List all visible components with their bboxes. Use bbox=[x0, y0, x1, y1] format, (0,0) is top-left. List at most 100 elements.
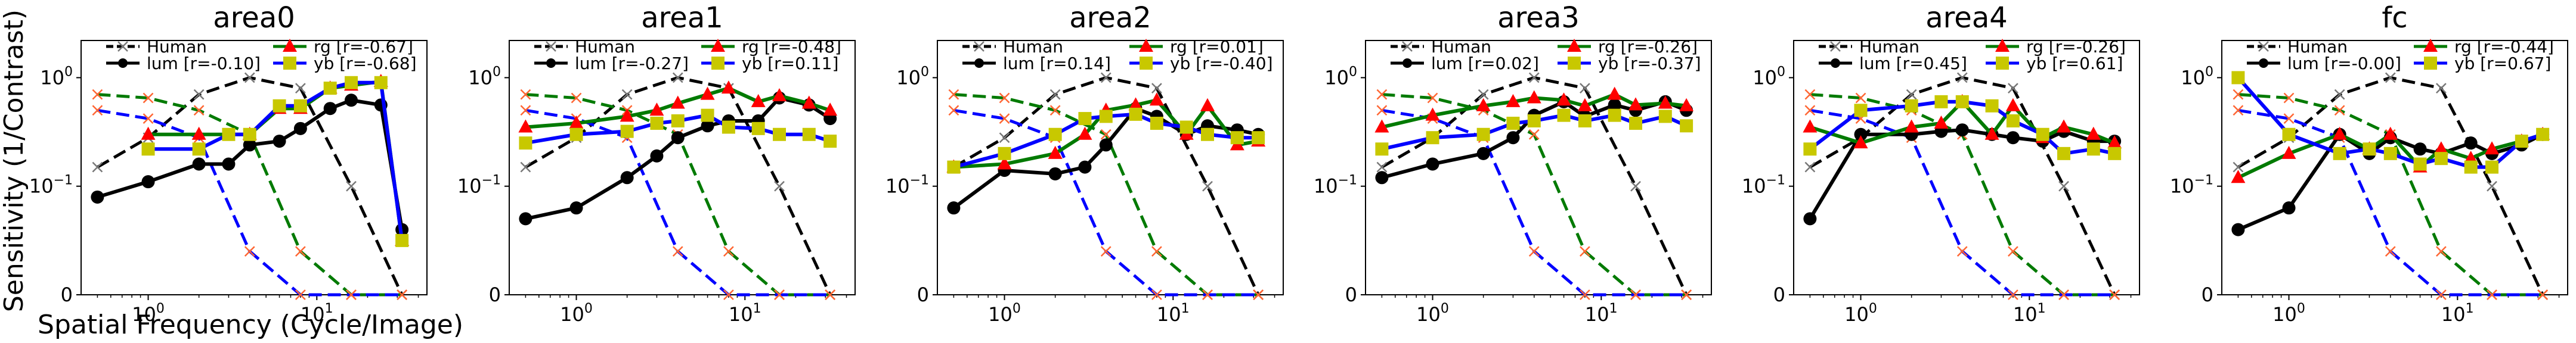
human-point-b bbox=[295, 246, 306, 257]
data-point-rg bbox=[1984, 126, 1999, 140]
human-point bbox=[1956, 72, 1968, 83]
data-point-lum bbox=[1099, 138, 1113, 152]
data-point-lum bbox=[1078, 160, 1092, 174]
legend-label: rg [r=-0.67] bbox=[314, 37, 413, 57]
human-point bbox=[1376, 161, 1388, 173]
human-point-b bbox=[999, 132, 1010, 144]
human-point bbox=[1253, 289, 1264, 300]
data-point-rg bbox=[1048, 145, 1063, 159]
human-point bbox=[1681, 289, 1692, 300]
data-point-yb bbox=[1375, 142, 1389, 156]
human-point-b bbox=[2385, 72, 2396, 83]
human-point-b bbox=[2283, 113, 2295, 124]
data-point-yb bbox=[323, 82, 337, 95]
legend-marker bbox=[1831, 58, 1840, 68]
data-point-rg bbox=[801, 95, 816, 109]
legend-marker bbox=[711, 57, 724, 70]
data-point-lum bbox=[671, 131, 685, 145]
human-point-b bbox=[948, 105, 959, 116]
data-point-rg bbox=[518, 119, 533, 133]
human-point-b bbox=[520, 161, 531, 173]
y-tick-label: 10−1 bbox=[29, 173, 73, 198]
human-point-b bbox=[143, 92, 154, 104]
human-point bbox=[1100, 246, 1111, 257]
human-point bbox=[1100, 129, 1111, 140]
data-point-lum bbox=[91, 190, 104, 204]
human-point-b bbox=[1528, 72, 1540, 83]
legend-marker bbox=[2423, 39, 2438, 52]
y-tick-label: 0 bbox=[917, 283, 929, 306]
data-point-lum bbox=[519, 212, 532, 226]
data-point-rg bbox=[1425, 107, 1440, 121]
x-tick-label: 100 bbox=[560, 301, 593, 326]
human-point-b bbox=[999, 92, 1010, 104]
legend-label: rg [r=-0.44] bbox=[2454, 37, 2554, 57]
data-point-yb bbox=[1048, 127, 1062, 141]
data-point-yb bbox=[751, 121, 765, 135]
human-point-b bbox=[1049, 105, 1061, 116]
human-point bbox=[1376, 89, 1388, 100]
data-point-rg bbox=[1527, 90, 1541, 104]
human-point-b bbox=[2058, 180, 2069, 192]
human-point bbox=[1151, 289, 1162, 300]
legend-marker bbox=[974, 58, 984, 68]
data-point-rg bbox=[700, 86, 715, 100]
data-point-yb bbox=[395, 233, 409, 247]
human-point bbox=[193, 89, 205, 100]
x-tick-label: 101 bbox=[729, 301, 761, 326]
data-point-yb bbox=[2333, 146, 2346, 160]
data-point-lum bbox=[273, 135, 286, 148]
legend-label: lum [r=-0.10] bbox=[147, 54, 261, 73]
human-point-b bbox=[1804, 161, 1816, 173]
human-point bbox=[948, 89, 959, 100]
legend-label: lum [r=-0.00] bbox=[2287, 54, 2401, 73]
human-point bbox=[2283, 92, 2295, 104]
data-point-yb bbox=[1078, 112, 1092, 126]
data-point-yb bbox=[1985, 99, 1999, 113]
human-point bbox=[520, 105, 531, 116]
data-point-lum bbox=[141, 175, 155, 189]
data-point-yb bbox=[2515, 135, 2528, 148]
data-point-yb bbox=[1150, 117, 1163, 130]
y-tick-label: 0 bbox=[61, 283, 73, 306]
human-point bbox=[1151, 246, 1162, 257]
legend-label: Human bbox=[1859, 37, 1919, 57]
human-point bbox=[1202, 180, 1213, 192]
data-point-lum bbox=[1426, 157, 1439, 171]
x-tick-label: 100 bbox=[1416, 301, 1449, 326]
data-point-rg bbox=[649, 102, 664, 116]
data-point-yb bbox=[293, 99, 307, 113]
data-point-lum bbox=[293, 121, 307, 135]
human-point bbox=[1580, 246, 1590, 257]
data-point-yb bbox=[2536, 127, 2550, 141]
y-tick-label: 10−1 bbox=[1314, 173, 1357, 198]
legend-label: rg [r=-0.26] bbox=[1598, 37, 1698, 57]
human-point bbox=[2233, 105, 2244, 116]
human-point bbox=[2283, 113, 2295, 124]
data-point-yb bbox=[141, 142, 155, 156]
human-point-b bbox=[1580, 289, 1590, 300]
y-tick-label: 0 bbox=[489, 283, 501, 306]
data-point-lum bbox=[650, 149, 664, 163]
y-axis-label: Sensitivity (1/Contrast) bbox=[0, 10, 29, 312]
human-point-b bbox=[825, 289, 836, 300]
human-point-b bbox=[1956, 246, 1968, 257]
human-point bbox=[1580, 83, 1590, 93]
human-point-b bbox=[2233, 105, 2244, 116]
human-point bbox=[244, 246, 255, 257]
human-point-b bbox=[2436, 289, 2447, 300]
human-point bbox=[92, 105, 103, 116]
human-point bbox=[92, 161, 103, 173]
data-point-yb bbox=[773, 127, 787, 141]
data-point-rg bbox=[2086, 126, 2101, 140]
human-point bbox=[520, 161, 531, 173]
legend-marker-b bbox=[1830, 41, 1841, 52]
data-point-yb bbox=[243, 127, 256, 141]
human-point-b bbox=[999, 113, 1010, 124]
human-point bbox=[2334, 105, 2345, 116]
human-point-b bbox=[397, 289, 408, 300]
legend-label: Human bbox=[147, 37, 207, 57]
human-point-b bbox=[1681, 289, 1692, 300]
data-point-yb bbox=[374, 76, 388, 89]
